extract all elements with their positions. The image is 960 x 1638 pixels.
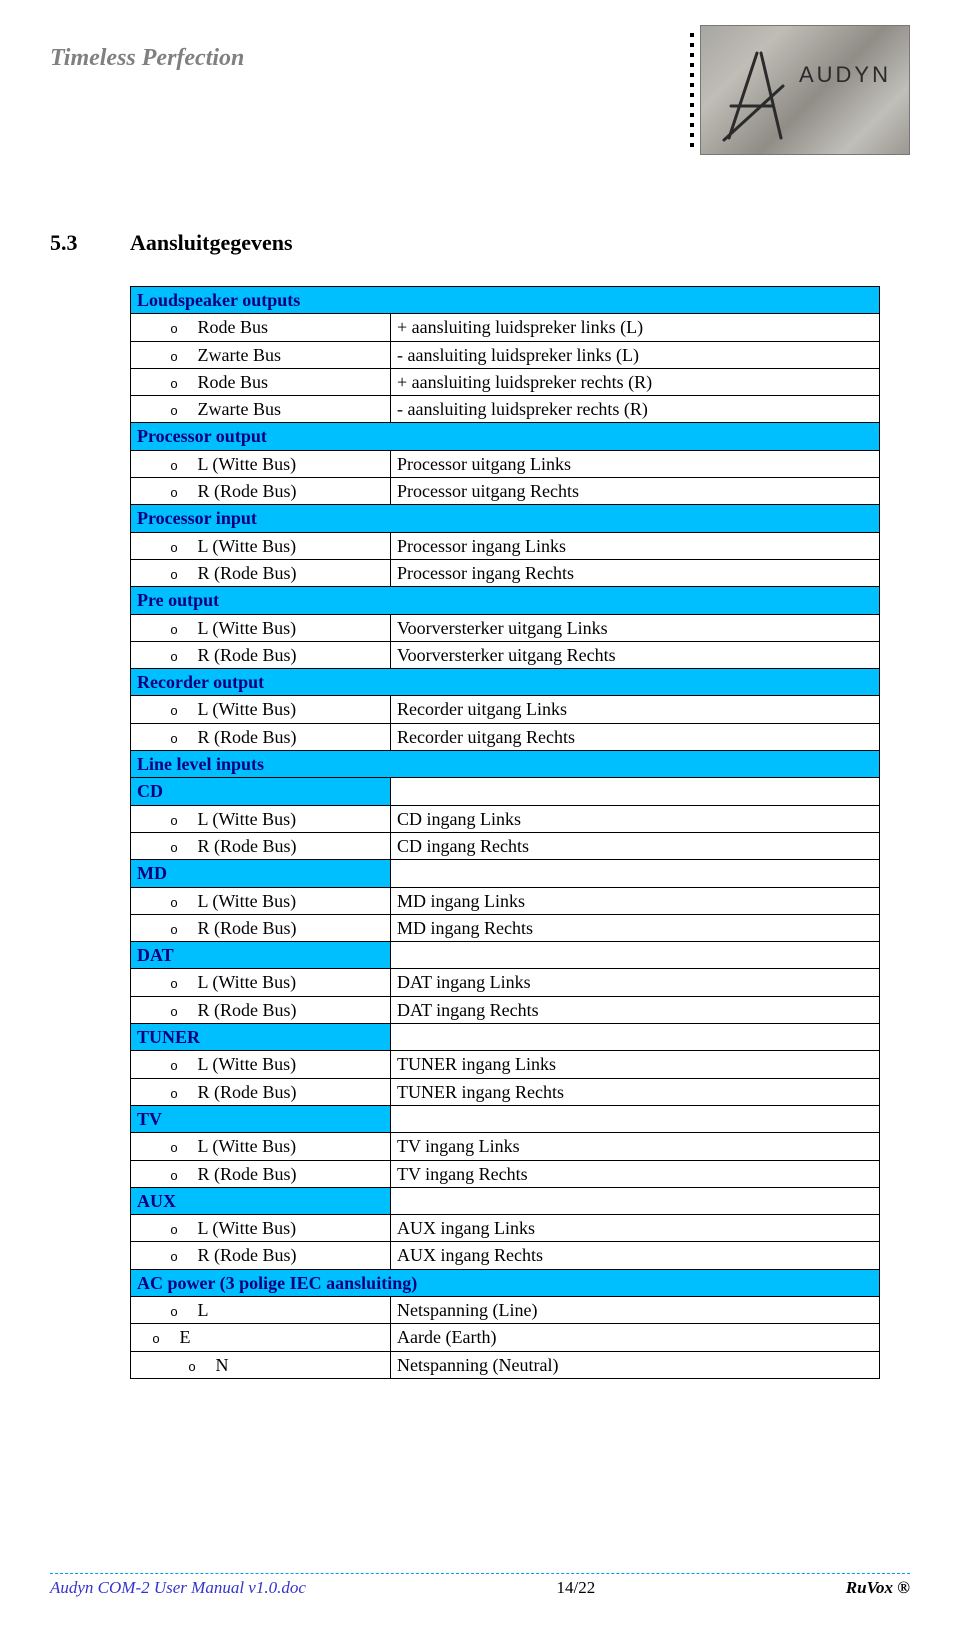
row-label: o L (Witte Bus) bbox=[131, 887, 391, 914]
brand-logo-plate: AUDYN bbox=[700, 25, 910, 155]
row-value: AUX ingang Rechts bbox=[391, 1242, 880, 1269]
row-label: o L (Witte Bus) bbox=[131, 614, 391, 641]
audyn-a-icon bbox=[719, 48, 789, 143]
row-value: Netspanning (Neutral) bbox=[391, 1351, 880, 1378]
row-label: o R (Rode Bus) bbox=[131, 914, 391, 941]
row-value: Processor ingang Rechts bbox=[391, 559, 880, 586]
row-label: o L (Witte Bus) bbox=[131, 1133, 391, 1160]
row-value: TUNER ingang Links bbox=[391, 1051, 880, 1078]
row-value: Aarde (Earth) bbox=[391, 1324, 880, 1351]
row-label: o R (Rode Bus) bbox=[131, 996, 391, 1023]
group-header: MD bbox=[131, 860, 391, 887]
row-value: CD ingang Rechts bbox=[391, 832, 880, 859]
row-label: o R (Rode Bus) bbox=[131, 641, 391, 668]
section-title: Aansluitgegevens bbox=[130, 230, 293, 256]
row-value: TUNER ingang Rechts bbox=[391, 1078, 880, 1105]
group-header: Processor output bbox=[131, 423, 880, 450]
row-label: o Rode Bus bbox=[131, 314, 391, 341]
row-value: - aansluiting luidspreker rechts (R) bbox=[391, 396, 880, 423]
group-header: DAT bbox=[131, 942, 391, 969]
group-header: TUNER bbox=[131, 1024, 391, 1051]
group-header: Processor input bbox=[131, 505, 880, 532]
group-header-empty bbox=[391, 1024, 880, 1051]
group-header: TV bbox=[131, 1105, 391, 1132]
row-label: o Rode Bus bbox=[131, 368, 391, 395]
page-header: Timeless Perfection AUDYN bbox=[0, 0, 960, 170]
row-label: o E bbox=[131, 1324, 391, 1351]
group-header-empty bbox=[391, 1187, 880, 1214]
group-header-empty bbox=[391, 942, 880, 969]
footer-doc-name: Audyn COM-2 User Manual v1.0.doc bbox=[50, 1578, 306, 1598]
row-label: o R (Rode Bus) bbox=[131, 723, 391, 750]
footer-brand: RuVox ® bbox=[846, 1578, 910, 1598]
row-value: Processor uitgang Rechts bbox=[391, 478, 880, 505]
connection-table: Loudspeaker outputso Rode Bus+ aansluiti… bbox=[130, 286, 880, 1379]
dotted-divider bbox=[684, 25, 700, 155]
row-value: MD ingang Links bbox=[391, 887, 880, 914]
row-value: MD ingang Rechts bbox=[391, 914, 880, 941]
row-label: o L bbox=[131, 1296, 391, 1323]
row-label: o L (Witte Bus) bbox=[131, 1215, 391, 1242]
row-value: + aansluiting luidspreker links (L) bbox=[391, 314, 880, 341]
row-value: - aansluiting luidspreker links (L) bbox=[391, 341, 880, 368]
row-value: Recorder uitgang Rechts bbox=[391, 723, 880, 750]
section-heading: 5.3 Aansluitgegevens bbox=[50, 230, 860, 256]
row-label: o L (Witte Bus) bbox=[131, 450, 391, 477]
group-header: Pre output bbox=[131, 587, 880, 614]
row-value: Voorversterker uitgang Rechts bbox=[391, 641, 880, 668]
row-value: DAT ingang Links bbox=[391, 969, 880, 996]
footer-divider bbox=[50, 1573, 910, 1574]
row-label: o R (Rode Bus) bbox=[131, 1160, 391, 1187]
row-label: o L (Witte Bus) bbox=[131, 532, 391, 559]
row-value: Netspanning (Line) bbox=[391, 1296, 880, 1323]
row-label: o L (Witte Bus) bbox=[131, 805, 391, 832]
row-value: + aansluiting luidspreker rechts (R) bbox=[391, 368, 880, 395]
row-label: o R (Rode Bus) bbox=[131, 1242, 391, 1269]
row-label: o R (Rode Bus) bbox=[131, 832, 391, 859]
group-header: Loudspeaker outputs bbox=[131, 287, 880, 314]
group-header-empty bbox=[391, 1105, 880, 1132]
page-footer: Audyn COM-2 User Manual v1.0.doc 14/22 R… bbox=[50, 1573, 910, 1598]
row-value: DAT ingang Rechts bbox=[391, 996, 880, 1023]
row-value: CD ingang Links bbox=[391, 805, 880, 832]
row-value: Voorversterker uitgang Links bbox=[391, 614, 880, 641]
row-label: o L (Witte Bus) bbox=[131, 696, 391, 723]
row-value: AUX ingang Links bbox=[391, 1215, 880, 1242]
section-number: 5.3 bbox=[50, 230, 130, 256]
group-header: CD bbox=[131, 778, 391, 805]
row-value: TV ingang Links bbox=[391, 1133, 880, 1160]
row-value: Processor ingang Links bbox=[391, 532, 880, 559]
group-header-empty bbox=[391, 778, 880, 805]
row-value: Processor uitgang Links bbox=[391, 450, 880, 477]
row-value: Recorder uitgang Links bbox=[391, 696, 880, 723]
group-header: AC power (3 polige IEC aansluiting) bbox=[131, 1269, 880, 1296]
row-label: o L (Witte Bus) bbox=[131, 969, 391, 996]
footer-page-number: 14/22 bbox=[306, 1578, 846, 1598]
group-header: Recorder output bbox=[131, 669, 880, 696]
row-label: o R (Rode Bus) bbox=[131, 1078, 391, 1105]
brand-wordmark: AUDYN bbox=[799, 62, 891, 88]
row-label: o Zwarte Bus bbox=[131, 396, 391, 423]
row-label: o Zwarte Bus bbox=[131, 341, 391, 368]
content-region: 5.3 Aansluitgegevens Loudspeaker outputs… bbox=[0, 230, 960, 1379]
row-value: TV ingang Rechts bbox=[391, 1160, 880, 1187]
row-label: o N bbox=[131, 1351, 391, 1378]
row-label: o L (Witte Bus) bbox=[131, 1051, 391, 1078]
group-header-empty bbox=[391, 860, 880, 887]
group-header: Line level inputs bbox=[131, 751, 880, 778]
group-header: AUX bbox=[131, 1187, 391, 1214]
row-label: o R (Rode Bus) bbox=[131, 559, 391, 586]
row-label: o R (Rode Bus) bbox=[131, 478, 391, 505]
logo-group: AUDYN bbox=[684, 25, 910, 155]
